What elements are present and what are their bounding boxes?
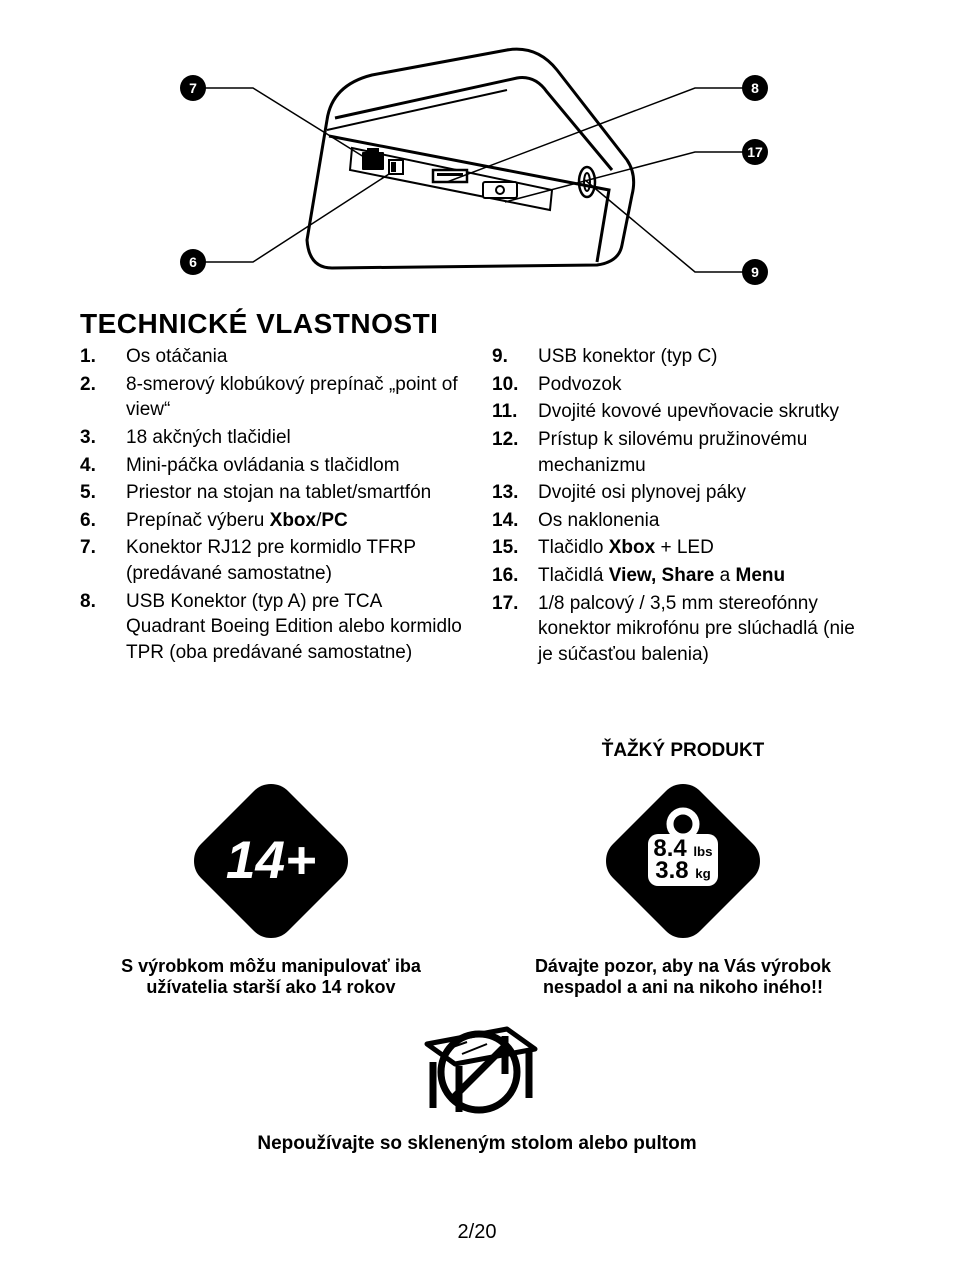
- age-caption: S výrobkom môžu manipulovať iba užívatel…: [111, 956, 431, 998]
- device-diagram-svg: 7 6 8 17 9: [157, 30, 797, 290]
- feature-number: 9.: [492, 344, 538, 370]
- feature-text: Priestor na stojan na tablet/smartfón: [126, 480, 462, 506]
- feature-text: Podvozok: [538, 372, 874, 398]
- feature-text: Os otáčania: [126, 344, 462, 370]
- feature-item: 15.Tlačidlo Xbox + LED: [492, 535, 874, 561]
- feature-text: Konektor RJ12 pre kormidlo TFRP (predáva…: [126, 535, 462, 586]
- feature-item: 6.Prepínač výberu Xbox/PC: [80, 508, 462, 534]
- feature-number: 3.: [80, 425, 126, 451]
- feature-text: 8-smerový klobúkový prepínač „point of v…: [126, 372, 462, 423]
- feature-text: Dvojité osi plynovej páky: [538, 480, 874, 506]
- feature-number: 5.: [80, 480, 126, 506]
- feature-number: 17.: [492, 591, 538, 668]
- svg-text:8: 8: [751, 80, 759, 96]
- feature-number: 10.: [492, 372, 538, 398]
- feature-text: Dvojité kovové upevňovacie skrutky: [538, 399, 874, 425]
- feature-number: 7.: [80, 535, 126, 586]
- glass-table-icon: [407, 1014, 547, 1129]
- feature-number: 12.: [492, 427, 538, 478]
- feature-number: 11.: [492, 399, 538, 425]
- feature-text: Os naklonenia: [538, 508, 874, 534]
- feature-number: 1.: [80, 344, 126, 370]
- feature-text: 18 akčných tlačidiel: [126, 425, 462, 451]
- feature-number: 14.: [492, 508, 538, 534]
- feature-list-right: 9.USB konektor (typ C)10.Podvozok11.Dvoj…: [492, 344, 874, 668]
- feature-item: 2.8-smerový klobúkový prepínač „point of…: [80, 372, 462, 423]
- feature-item: 7.Konektor RJ12 pre kormidlo TFRP (predá…: [80, 535, 462, 586]
- feature-item: 4.Mini-páčka ovládania s tlačidlom: [80, 453, 462, 479]
- feature-text: Prepínač výberu Xbox/PC: [126, 508, 462, 534]
- svg-text:17: 17: [747, 144, 763, 160]
- feature-item: 8.USB Konektor (typ A) pre TCA Quadrant …: [80, 589, 462, 666]
- glass-caption: Nepoužívajte so skleneným stolom alebo p…: [257, 1133, 696, 1155]
- feature-number: 16.: [492, 563, 538, 589]
- feature-item: 17.1/8 palcový / 3,5 mm stereofónny kone…: [492, 591, 874, 668]
- feature-number: 6.: [80, 508, 126, 534]
- feature-text: Prístup k silovému pružinovému mechanizm…: [538, 427, 874, 478]
- feature-list-left: 1.Os otáčania2.8-smerový klobúkový prepí…: [80, 344, 462, 666]
- section-title: TECHNICKÉ VLASTNOSTI: [80, 308, 874, 340]
- feature-item: 12.Prístup k silovému pružinovému mechan…: [492, 427, 874, 478]
- feature-number: 8.: [80, 589, 126, 666]
- heavy-caption: Dávajte pozor, aby na Vás výrobok nespad…: [523, 956, 843, 998]
- svg-text:6: 6: [189, 254, 197, 270]
- feature-text: Tlačidlo Xbox + LED: [538, 535, 874, 561]
- feature-item: 9.USB konektor (typ C): [492, 344, 874, 370]
- feature-number: 15.: [492, 535, 538, 561]
- svg-text:14+: 14+: [226, 831, 316, 890]
- feature-item: 5.Priestor na stojan na tablet/smartfón: [80, 480, 462, 506]
- feature-item: 10.Podvozok: [492, 372, 874, 398]
- svg-text:7: 7: [189, 80, 197, 96]
- feature-item: 3.18 akčných tlačidiel: [80, 425, 462, 451]
- feature-number: 4.: [80, 453, 126, 479]
- feature-text: USB konektor (typ C): [538, 344, 874, 370]
- page-number: 2/20: [0, 1221, 954, 1244]
- feature-item: 16.Tlačidlá View, Share a Menu: [492, 563, 874, 589]
- feature-item: 11.Dvojité kovové upevňovacie skrutky: [492, 399, 874, 425]
- feature-text: USB Konektor (typ A) pre TCA Quadrant Bo…: [126, 589, 462, 666]
- feature-item: 13.Dvojité osi plynovej páky: [492, 480, 874, 506]
- device-diagram: 7 6 8 17 9: [80, 30, 874, 290]
- feature-text: 1/8 palcový / 3,5 mm stereofónny konekto…: [538, 591, 874, 668]
- feature-item: 14.Os naklonenia: [492, 508, 874, 534]
- age-badge: 14+: [186, 776, 356, 946]
- feature-number: 2.: [80, 372, 126, 423]
- feature-number: 13.: [492, 480, 538, 506]
- feature-text: Tlačidlá View, Share a Menu: [538, 563, 874, 589]
- feature-item: 1.Os otáčania: [80, 344, 462, 370]
- svg-text:9: 9: [751, 264, 759, 280]
- weight-badge: 8.4 lbs3.8 kg: [598, 776, 768, 946]
- feature-text: Mini-páčka ovládania s tlačidlom: [126, 453, 462, 479]
- heavy-product-heading: ŤAŽKÝ PRODUKT: [602, 740, 765, 770]
